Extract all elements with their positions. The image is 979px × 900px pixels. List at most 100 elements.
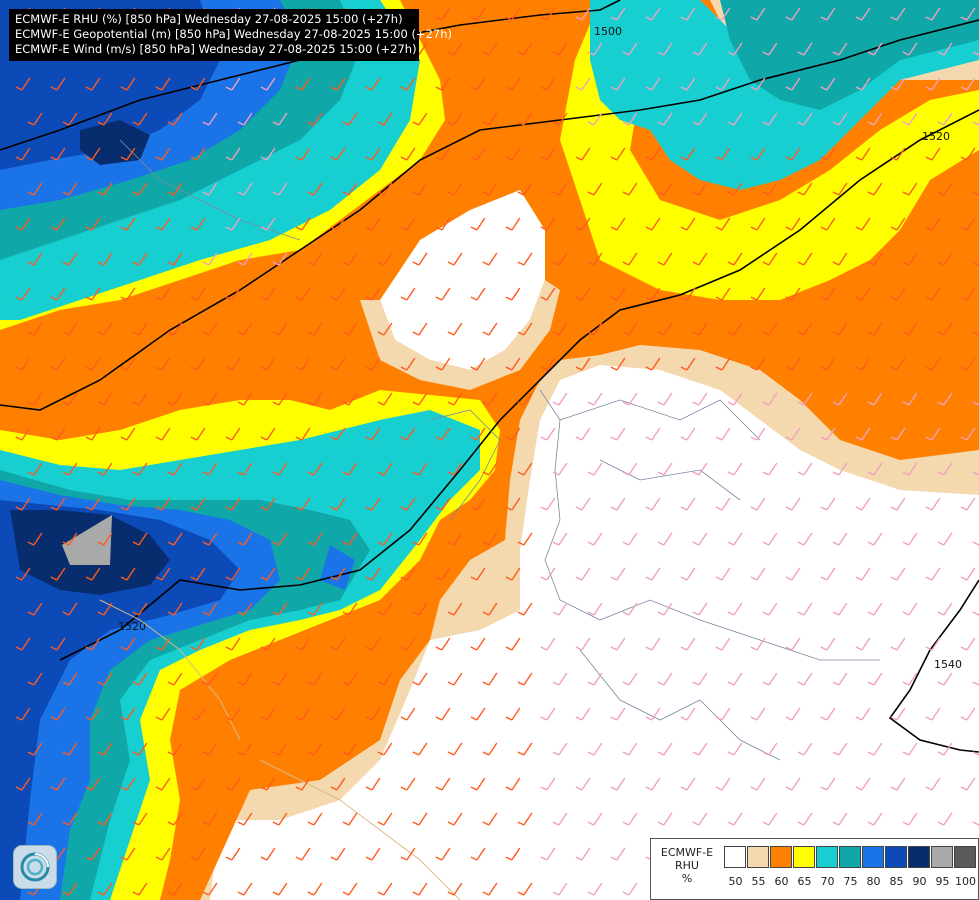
wind-barb [587,742,603,756]
wind-barb [97,882,113,896]
wind-barb [925,777,941,791]
wind-barb [400,217,416,231]
wind-barb [832,602,848,616]
wind-barb [517,252,533,266]
wind-barb [97,182,113,196]
wind-barb [622,672,638,686]
wind-barb [470,497,486,511]
wind-barb [657,252,673,266]
wind-barb [750,217,766,231]
wind-barb [575,357,591,371]
wind-barb [622,812,638,826]
wind-barb [447,112,463,126]
wind-barb [482,112,498,126]
wind-barb [762,462,778,476]
legend-swatch [816,846,838,868]
wind-barb [645,287,661,301]
wind-barb [272,392,288,406]
wind-barb [260,77,276,91]
wind-barb [120,77,136,91]
wind-barb [260,147,276,161]
wind-barb [937,462,953,476]
wind-barb [517,672,533,686]
wind-barb [342,602,358,616]
wind-barb [540,497,556,511]
wind-barb [552,742,568,756]
wind-barb [587,252,603,266]
wind-barb [867,182,883,196]
wind-barb [540,357,556,371]
wind-barb [412,252,428,266]
wind-barb [260,497,276,511]
wind-barb [482,742,498,756]
wind-barb [715,637,731,651]
wind-barb [645,77,661,91]
wind-barb [622,882,638,896]
wind-barb [15,147,31,161]
wind-barb [412,462,428,476]
wind-barb [552,42,568,56]
wind-barb [272,812,288,826]
wind-barb [85,217,101,231]
wind-barb [272,182,288,196]
map-title-box: ECMWF-E RHU (%) [850 hPa] Wednesday 27-0… [9,9,452,61]
wind-barb [832,392,848,406]
wind-barb [15,217,31,231]
wind-barb [552,602,568,616]
wind-barb [552,182,568,196]
legend-tick-label: 80 [866,875,881,888]
wind-barb [657,742,673,756]
wind-barb [202,252,218,266]
legend-tick-label: 65 [797,875,812,888]
wind-barb [855,777,871,791]
wind-barb [155,77,171,91]
wind-barb [692,672,708,686]
wind-barb [575,77,591,91]
wind-barb [27,812,43,826]
wind-barb [377,322,393,336]
wind-barb [307,882,323,896]
wind-barb [855,497,871,511]
wind-barb [85,147,101,161]
wind-barb [890,147,906,161]
wind-barb [470,707,486,721]
wind-barb [855,637,871,651]
wind-barb [540,567,556,581]
wind-barb [832,42,848,56]
wind-barb [505,77,521,91]
legend-swatch [862,846,884,868]
wind-barb [225,497,241,511]
wind-barb [260,707,276,721]
wind-barb [552,252,568,266]
wind-barb [832,672,848,686]
wind-barb [622,532,638,546]
wind-barb [855,567,871,581]
wind-barb [610,847,626,861]
wind-barb [190,637,206,651]
wind-barb [447,532,463,546]
legend-tick-label: 70 [820,875,835,888]
wind-barb [365,217,381,231]
wind-barb [890,7,906,21]
wind-barb [225,847,241,861]
wind-barb [237,182,253,196]
wind-barb [610,777,626,791]
wind-barb [552,812,568,826]
wind-barb [960,7,976,21]
wind-barb [890,77,906,91]
wind-barb [890,567,906,581]
wind-barb [540,217,556,231]
wind-barb [517,112,533,126]
legend-tick-label: 55 [751,875,766,888]
wind-barb [307,322,323,336]
wind-barb [330,777,346,791]
wind-barb [960,637,976,651]
wind-barb [622,112,638,126]
wind-barb [62,602,78,616]
wind-barb [925,77,941,91]
wind-barb [575,147,591,161]
wind-barb [365,847,381,861]
wind-barb [540,427,556,441]
wind-barb [15,427,31,441]
wind-barb [972,471,979,476]
